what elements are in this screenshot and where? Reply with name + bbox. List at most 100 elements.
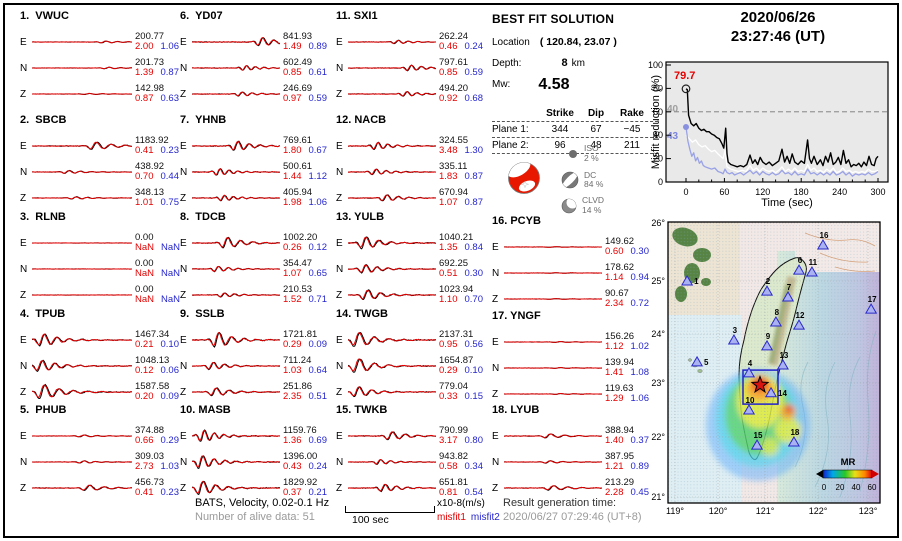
channel-label: N xyxy=(180,360,188,372)
synthetic-waveform xyxy=(348,64,436,71)
lat-tick-label: 24° xyxy=(651,329,665,339)
alive-data-count: Number of alive data: 51 xyxy=(195,511,315,523)
amplitude-value: 335.11 xyxy=(439,160,468,172)
synthetic-waveform xyxy=(348,358,436,372)
synthetic-waveform xyxy=(192,430,280,442)
waveform-plot xyxy=(32,169,132,174)
amplitude-value: 769.61 xyxy=(283,134,313,146)
misfit-reduction-plot: 79.7 40 43 0 20 40 60 80 100 0 60 120 180 240 300 Time … xyxy=(648,60,889,209)
amplitude-value: 156.26 xyxy=(605,330,635,342)
iso-pct: 2 % xyxy=(584,152,599,163)
misfit1-value: 0.85 xyxy=(283,67,302,78)
misfit1-value: 1.36 xyxy=(283,435,302,446)
misfit1-value: 0.81 xyxy=(439,487,458,498)
station-triangle-icon xyxy=(764,386,778,398)
channel-label: E xyxy=(336,140,343,152)
graticule xyxy=(668,222,880,503)
misfit2-value: 1.06 xyxy=(308,197,328,208)
misfit1-value: 0.97 xyxy=(283,93,302,104)
misfit1-value: 0.92 xyxy=(439,93,458,104)
waveform-plot xyxy=(32,383,132,400)
blue-value-label: 43 xyxy=(667,131,679,142)
misfit1-value: 0.51 xyxy=(439,268,458,279)
col-rake: Rake xyxy=(620,108,644,119)
channel-row: E 1040.21 1.35 0.84 xyxy=(336,230,488,256)
misfit1-value: NaN xyxy=(135,242,155,253)
amplitude-value: 779.04 xyxy=(439,380,469,392)
synthetic-waveform xyxy=(192,168,280,176)
synthetic-waveform xyxy=(32,460,132,464)
channel-row: N 139.94 1.41 1.08 xyxy=(492,355,654,381)
channel-row: E 1467.34 0.21 0.10 xyxy=(20,327,184,353)
misfit2-value: 0.89 xyxy=(308,41,328,52)
channel-row: Z 456.73 0.41 0.23 xyxy=(20,475,184,501)
station-number: 3 xyxy=(733,326,738,335)
misfit-values: 1.49 0.89 xyxy=(283,41,328,53)
waveform-values: 841.93 1.49 0.89 xyxy=(283,31,328,53)
waveform-values: 1183.92 0.41 0.23 xyxy=(135,135,179,157)
x-axis-label: Time (sec) xyxy=(761,197,813,209)
waveform-values: 1654.87 0.29 0.10 xyxy=(439,355,484,377)
channel-label: E xyxy=(20,36,27,48)
misfit-line-blue xyxy=(685,126,879,177)
channel-row: E 769.61 1.80 0.67 xyxy=(180,133,332,159)
y-tick-label: 20 xyxy=(653,154,663,164)
channel-row: N 602.49 0.85 0.61 xyxy=(180,55,332,81)
misfit2-value: 0.63 xyxy=(160,93,180,104)
waveform-plot xyxy=(348,386,436,398)
amplitude-value: 1023.94 xyxy=(439,283,474,295)
channel-label: E xyxy=(20,237,27,249)
result-time-value: 2020/06/27 07:29:46 (UT+8) xyxy=(503,511,642,523)
waveform-plot xyxy=(32,434,132,438)
channel-row: Z 405.94 1.98 1.06 xyxy=(180,185,332,211)
misfit2-value: 0.34 xyxy=(464,461,484,472)
misfit1-value: 1.41 xyxy=(605,367,624,378)
channel-row: Z 494.20 0.92 0.68 xyxy=(336,81,488,107)
channel-label: Z xyxy=(492,482,499,494)
amplitude-value: 1002.20 xyxy=(283,231,318,243)
channel-row: E 374.88 0.66 0.29 xyxy=(20,423,184,449)
best-value-label: 79.7 xyxy=(674,70,695,82)
channel-label: N xyxy=(20,360,28,372)
misfit-legend: misfit1 misfit2 xyxy=(437,512,500,523)
misfit-values: 0.85 0.61 xyxy=(283,67,327,79)
location-label: Location xyxy=(492,37,530,48)
misfit2-value: 0.54 xyxy=(464,487,484,498)
misfit2-value: 0.23 xyxy=(160,487,180,498)
misfit2-value: 1.03 xyxy=(160,461,180,472)
channel-row: E 388.94 1.40 0.37 xyxy=(492,423,654,449)
misfit-values: 0.92 0.68 xyxy=(439,93,483,105)
station-triangle-icon xyxy=(727,334,740,345)
waveform-values: 387.95 1.21 0.89 xyxy=(605,451,649,473)
channel-label: Z xyxy=(180,386,187,398)
channel-row: N 1654.87 0.29 0.10 xyxy=(336,353,488,379)
colorbar-tick-label: 60 xyxy=(868,483,877,492)
misfit-values: 1.40 0.37 xyxy=(605,435,649,447)
waveform-plot xyxy=(192,236,280,249)
channel-label: N xyxy=(336,456,344,468)
waveform-values: 1048.13 0.12 0.06 xyxy=(135,355,179,377)
amplitude-value: 1829.92 xyxy=(283,476,318,488)
mw-value: 4.58 xyxy=(538,76,570,93)
x-tick-label: 0 xyxy=(683,187,688,197)
synthetic-waveform xyxy=(504,272,602,274)
x-tick-label: 60 xyxy=(719,187,729,197)
amplitude-value: 790.99 xyxy=(439,424,469,436)
channel-row: E 1183.92 0.41 0.23 xyxy=(20,133,184,159)
channel-row: E 0.00 NaN NaN xyxy=(20,230,184,256)
amplitude-value: 405.94 xyxy=(283,186,313,198)
misfit2-value: 0.69 xyxy=(308,435,328,446)
misfit1-value: 1.80 xyxy=(283,145,302,156)
misfit1-value: 0.41 xyxy=(135,487,154,498)
station-label: 8. TDCB xyxy=(180,211,226,223)
misfit-values: 1.14 0.94 xyxy=(605,272,649,284)
misfit2-value: 0.87 xyxy=(464,197,484,208)
waveform-plot xyxy=(504,485,602,491)
misfit2-value: 0.10 xyxy=(464,365,484,376)
misfit1-value: 3.48 xyxy=(439,145,458,156)
channel-label: E xyxy=(180,237,187,249)
misfit1-value: 1.10 xyxy=(439,294,458,305)
station-triangle-icon xyxy=(690,355,704,367)
misfit-values: 2.73 1.03 xyxy=(135,461,180,473)
waveform-values: 149.62 0.60 0.30 xyxy=(605,236,649,258)
